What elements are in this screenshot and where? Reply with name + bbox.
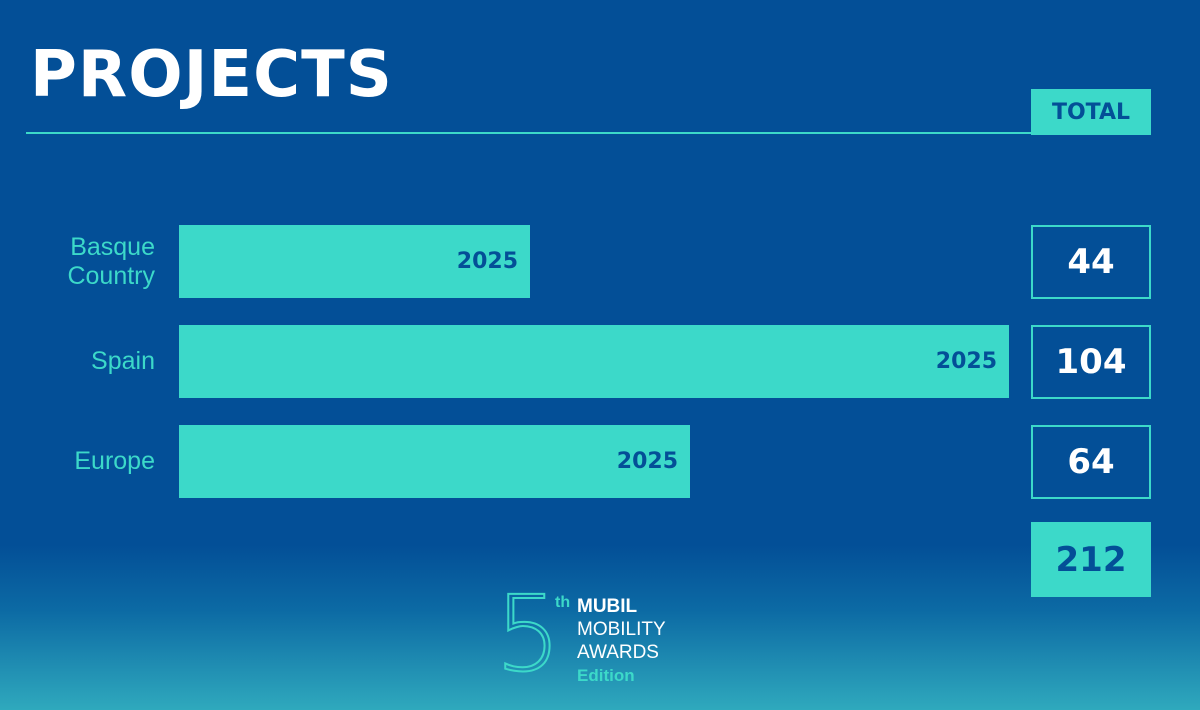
bar-year-label: 2025 — [935, 349, 997, 374]
bar: 2025 — [179, 325, 1009, 398]
logo-edition-number: 5 — [494, 573, 562, 695]
header-divider — [26, 132, 1031, 134]
logo-line-mobility: MOBILITY — [577, 619, 666, 640]
bar: 2025 — [179, 225, 530, 298]
category-label: Basque Country — [67, 232, 155, 290]
logo-brand: MUBIL — [577, 596, 638, 617]
row-total-box: 44 — [1031, 225, 1151, 299]
category-label: Spain — [91, 347, 155, 375]
page-title: PROJECTS — [30, 38, 393, 112]
row-total-box: 64 — [1031, 425, 1151, 499]
bar-year-label: 2025 — [456, 249, 518, 274]
mubil-awards-logo: 5 th MUBIL MOBILITY AWARDS Edition — [494, 581, 695, 690]
total-column-header: TOTAL — [1031, 89, 1151, 135]
bar: 2025 — [179, 425, 690, 498]
grand-total-box: 212 — [1031, 522, 1151, 597]
logo-edition-suffix: th — [555, 594, 571, 611]
bar-year-label: 2025 — [616, 449, 678, 474]
row-total-box: 104 — [1031, 325, 1151, 399]
logo-line-edition: Edition — [577, 666, 635, 685]
category-label: Europe — [74, 447, 155, 475]
logo-line-awards: AWARDS — [577, 642, 659, 663]
